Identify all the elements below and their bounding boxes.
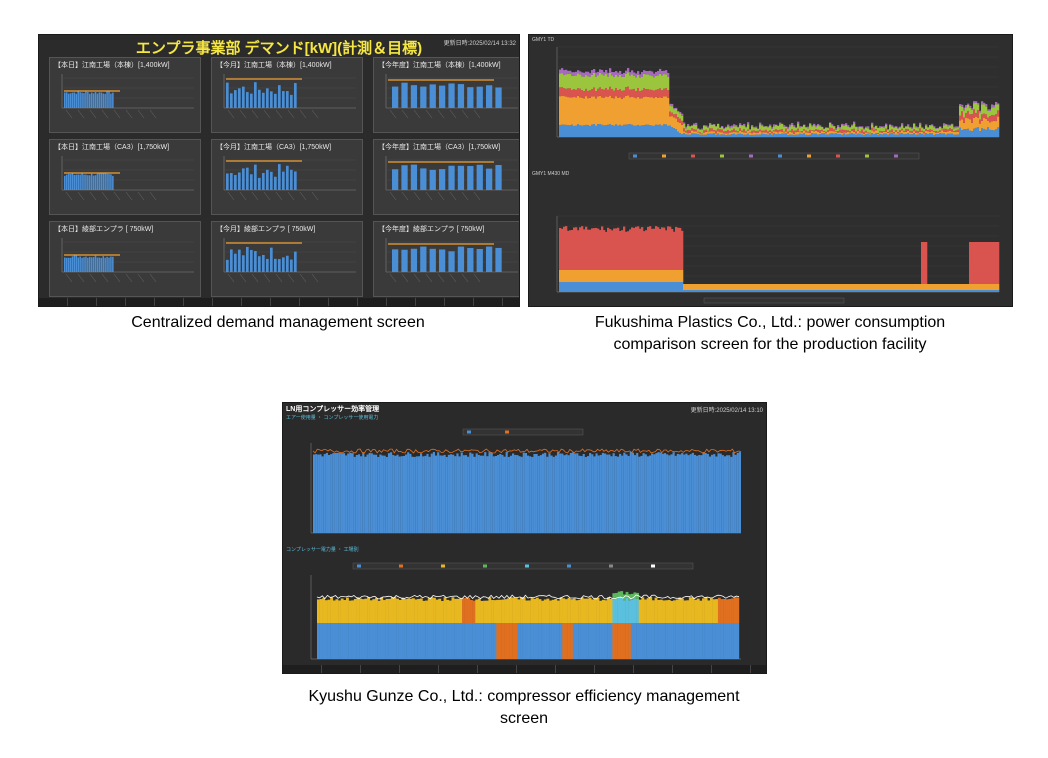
demand-panel: 【今月】江南工場（CA3）[1,750kW] (211, 139, 363, 215)
demand-panel-chart (61, 74, 194, 119)
demand-panel-title: 【今年度】江南工場（本棟）[1,400kW] (378, 62, 501, 69)
demand-panel: 【本日】江南工場（CA3）[1,750kW] (49, 139, 201, 215)
fukushima-top-chart (556, 46, 1000, 160)
demand-panel: 【今年度】江南工場（本棟）[1,400kW] (373, 57, 519, 133)
demand-updated: 更新日時:2025/02/14 13:32 (443, 41, 516, 47)
demand-panel-chart (385, 156, 518, 201)
demand-title: エンプラ事業部 デマンド[kW](計測＆目標) (135, 40, 423, 57)
demand-screen: エンプラ事業部 デマンド[kW](計測＆目標) 更新日時:2025/02/14 … (38, 34, 520, 307)
kyushu-top-chart (310, 428, 742, 534)
demand-panel-title: 【本日】江南工場（CA3）[1,750kW] (54, 144, 170, 151)
demand-tab[interactable] (271, 298, 300, 306)
kyushu-title: LN用コンプレッサー効率管理 (286, 406, 380, 413)
demand-tab[interactable] (300, 298, 329, 306)
demand-panel-title: 【本日】江南工場（本棟）[1,400kW] (54, 62, 170, 69)
kyushu-tab[interactable] (517, 665, 556, 673)
demand-tab[interactable] (474, 298, 503, 306)
demand-tab[interactable] (155, 298, 184, 306)
demand-tab[interactable] (358, 298, 387, 306)
demand-panel: 【今年度】綾部エンプラ [ 750kW] (373, 221, 519, 297)
demand-panel-chart (223, 238, 356, 283)
demand-panel-title: 【今年度】綾部エンプラ [ 750kW] (378, 226, 485, 233)
kyushu-bottom-chart (310, 562, 741, 660)
demand-panel-chart (385, 238, 518, 283)
demand-panel-chart (385, 74, 518, 119)
demand-tab[interactable] (329, 298, 358, 306)
fukushima-caption: Fukushima Plastics Co., Ltd.: power cons… (594, 314, 946, 353)
demand-panel-chart (61, 238, 194, 283)
demand-panel: 【本日】江南工場（本棟）[1,400kW] (49, 57, 201, 133)
kyushu-tab[interactable] (361, 665, 400, 673)
demand-panel-title: 【今月】江南工場（CA3）[1,750kW] (216, 144, 332, 151)
demand-panel: 【今月】綾部エンプラ [ 750kW] (211, 221, 363, 297)
fukushima-bottom-chart (556, 215, 1000, 304)
kyushu-updated: 更新日時:2025/02/14 13:10 (690, 408, 763, 414)
demand-tab-bar[interactable] (39, 298, 519, 306)
demand-panel-chart (223, 74, 356, 119)
demand-panel-chart (223, 156, 356, 201)
kyushu-screen: LN用コンプレッサー効率管理 更新日時:2025/02/14 13:10 エアー… (282, 402, 767, 674)
kyushu-tab[interactable] (673, 665, 712, 673)
kyushu-tab[interactable] (322, 665, 361, 673)
fukushima-top-label: GMY1 TD (532, 37, 555, 43)
demand-tab[interactable] (213, 298, 242, 306)
demand-panel: 【本日】綾部エンプラ [ 750kW] (49, 221, 201, 297)
demand-panel-title: 【今月】綾部エンプラ [ 750kW] (216, 226, 316, 233)
demand-panel-title: 【本日】綾部エンプラ [ 750kW] (54, 226, 154, 233)
fukushima-screen: GMY1 TD GMY1 M430 MD (528, 34, 1013, 307)
fukushima-bottom-label: GMY1 M430 MD (532, 171, 570, 177)
demand-tab[interactable] (97, 298, 126, 306)
demand-tab[interactable] (242, 298, 271, 306)
demand-tab[interactable] (184, 298, 213, 306)
kyushu-top-section: エアー使用量 ・ コンプレッサー使用電力 (286, 415, 379, 421)
kyushu-tab[interactable] (595, 665, 634, 673)
demand-panel-title: 【今月】江南工場（本棟）[1,400kW] (216, 62, 332, 69)
demand-panel: 【今月】江南工場（本棟）[1,400kW] (211, 57, 363, 133)
kyushu-bottom-section: コンプレッサー電力量 ・ 工場別 (286, 547, 359, 553)
kyushu-tab[interactable] (283, 665, 322, 673)
kyushu-tab[interactable] (478, 665, 517, 673)
kyushu-tab[interactable] (556, 665, 595, 673)
kyushu-tab-bar[interactable] (283, 665, 766, 673)
demand-panel-chart (61, 156, 194, 201)
demand-tab[interactable] (416, 298, 445, 306)
demand-tab[interactable] (39, 298, 68, 306)
kyushu-tab[interactable] (439, 665, 478, 673)
demand-tab[interactable] (445, 298, 474, 306)
demand-panel-title: 【今年度】江南工場（CA3）[1,750kW] (378, 144, 501, 151)
kyushu-caption: Kyushu Gunze Co., Ltd.: compressor effic… (308, 688, 740, 727)
demand-tab[interactable] (68, 298, 97, 306)
kyushu-tab[interactable] (400, 665, 439, 673)
demand-tab[interactable] (387, 298, 416, 306)
demand-tab[interactable] (126, 298, 155, 306)
kyushu-tab[interactable] (712, 665, 751, 673)
kyushu-tab[interactable] (634, 665, 673, 673)
demand-caption: Centralized demand management screen (131, 314, 425, 331)
demand-panel: 【今年度】江南工場（CA3）[1,750kW] (373, 139, 519, 215)
